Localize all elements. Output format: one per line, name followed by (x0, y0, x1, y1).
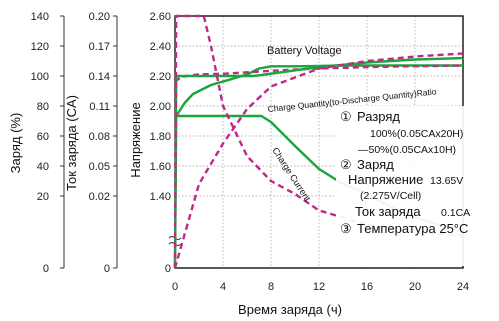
legend-solid-line-label: 100%(0.05CAx20H) (370, 128, 463, 140)
legend: ① Разряд 100%(0.05CAx20H) —50%(0.05CAx10… (336, 106, 470, 266)
charge-current-axis-label: Ток заряда (CA) (64, 95, 79, 191)
y-tick-label: 0.11 (89, 101, 110, 113)
y-tick-label: 0.08 (89, 131, 110, 143)
y-tick-label: 20 (37, 191, 49, 203)
y-tick-label: 1.60 (150, 161, 171, 173)
y-tick-label: 2.20 (150, 71, 171, 83)
y-tick-label: 80 (37, 101, 49, 113)
y-tick-label: 0 (104, 263, 110, 275)
voltage-axis-label: Напряжение (128, 102, 143, 177)
legend-background (336, 106, 468, 266)
x-axis-label: Время заряда (ч) (238, 302, 342, 317)
y-tick-label: 120 (31, 41, 49, 53)
x-tick-label: 4 (220, 281, 226, 293)
charge-percent-axis: Заряд (%) 140 120 100 80 60 40 20 0 (8, 11, 65, 275)
legend-voltage-label: Напряжение (348, 172, 423, 187)
battery-voltage-annotation: Battery Voltage (267, 45, 342, 57)
x-tick-label: 24 (457, 281, 469, 293)
legend-current-value: 0.1CA (441, 207, 470, 219)
legend-cell-voltage: (2.275V/Cell) (360, 190, 421, 202)
y-tick-label: 2.60 (150, 11, 171, 23)
x-tick-label: 16 (361, 281, 373, 293)
series-3-dashed-line (173, 52, 464, 269)
x-tick-label: 20 (409, 281, 421, 293)
x-axis: 0 4 8 12 16 20 24 (172, 281, 469, 293)
y-tick-label: 0 (165, 263, 171, 275)
x-tick-label: 8 (268, 281, 274, 293)
legend-discharge-title: Разряд (357, 109, 400, 124)
y-tick-label: 0.05 (89, 161, 110, 173)
y-tick-label: 0.20 (89, 11, 110, 23)
y-tick-label: 100 (31, 71, 49, 83)
y-tick-label: 0 (43, 263, 49, 275)
y-tick-label: 40 (37, 161, 49, 173)
legend-temperature-number: ③ (340, 221, 352, 236)
legend-temperature: Температура 25°C (357, 221, 468, 236)
y-tick-label: 0.02 (89, 191, 110, 203)
charge-current-axis: Ток заряда (CA) 0.20 0.17 0.14 0.11 0.08 0.05… (64, 11, 118, 275)
x-tick-label: 12 (313, 281, 325, 293)
y-tick-label: 0.17 (89, 41, 110, 53)
y-tick-label: 2.40 (150, 41, 171, 53)
y-tick-label: 1.80 (150, 131, 171, 143)
series-layer (173, 14, 465, 269)
charge-current-annotation: Charge Current (270, 146, 312, 204)
legend-discharge-number: ① (340, 109, 352, 124)
charge-percent-axis-label: Заряд (%) (8, 113, 23, 174)
legend-voltage-value: 13.65V (430, 175, 463, 187)
y-tick-label: 1.40 (150, 191, 171, 203)
legend-current-label: Ток заряда (355, 204, 421, 219)
legend-charge-number: ② (340, 157, 352, 172)
y-tick-label: 0.14 (89, 71, 110, 83)
legend-dash-line-label: —50%(0.05CAx10H) (358, 144, 456, 156)
x-tick-label: 0 (172, 281, 178, 293)
legend-charge-title: Заряд (357, 157, 394, 172)
y-tick-label: 140 (31, 11, 49, 23)
y-tick-label: 2.00 (150, 101, 171, 113)
y-tick-label: 60 (37, 131, 49, 143)
series-5-dashed-line (173, 14, 464, 269)
voltage-axis: Напряжение 2.60 2.40 2.20 2.00 1.80 1.60 1.40 0 (128, 11, 182, 275)
